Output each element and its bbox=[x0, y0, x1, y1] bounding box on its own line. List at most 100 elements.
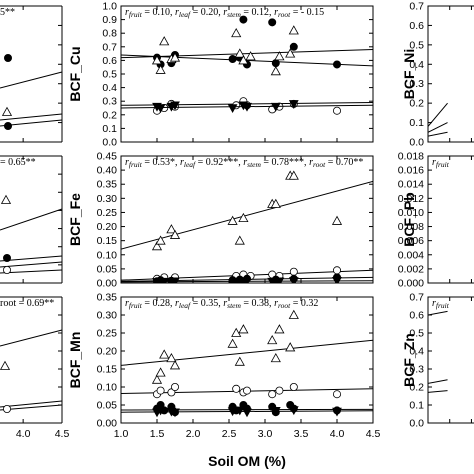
y-tick-label: 0.0 bbox=[409, 137, 424, 149]
annotation-text: = 0.69** bbox=[16, 298, 54, 309]
correlation-annotation: rfruit bbox=[432, 157, 450, 169]
annotation-text: r bbox=[125, 7, 129, 18]
x-tick-label: 1.0 bbox=[114, 428, 129, 440]
y-tick-label: 0.012 bbox=[398, 193, 424, 205]
y-tick-label: 0.9 bbox=[102, 14, 117, 26]
data-point bbox=[1, 106, 13, 116]
y-tick-label: 0.3 bbox=[409, 364, 424, 376]
x-axis-label: Soil OM (%) bbox=[208, 453, 286, 469]
plot-area bbox=[121, 15, 373, 115]
y-tick-label: 0.25 bbox=[97, 328, 118, 340]
correlation-annotation: rfruit bbox=[432, 298, 450, 310]
annotation-subscript: stem bbox=[227, 301, 241, 310]
data-point bbox=[234, 235, 245, 245]
data-point bbox=[234, 406, 245, 416]
data-point bbox=[231, 27, 242, 38]
y-tick-label: 0.2 bbox=[409, 98, 424, 110]
annotation-text: 5** bbox=[0, 7, 15, 18]
data-point bbox=[285, 342, 296, 352]
data-point bbox=[231, 277, 242, 283]
fit-line bbox=[121, 180, 373, 250]
x-tick-label: 3.5 bbox=[294, 428, 309, 440]
data-point bbox=[270, 406, 281, 416]
data-point bbox=[170, 382, 179, 391]
data-point bbox=[155, 367, 166, 377]
plot-area bbox=[121, 170, 373, 283]
data-point bbox=[288, 100, 299, 109]
y-axis-label: BCF_Pb bbox=[401, 192, 417, 246]
annotation-subscript: fruit bbox=[129, 160, 143, 169]
y-tick-label: 0.40 bbox=[97, 165, 118, 177]
annotation-subscript: root bbox=[313, 160, 326, 169]
data-point bbox=[288, 170, 299, 180]
annotation-subscript: leaf bbox=[184, 160, 196, 169]
data-point bbox=[234, 356, 245, 366]
annotation-text: = 0.12, bbox=[241, 7, 274, 18]
annotation-subscript: fruit bbox=[436, 301, 450, 310]
y-tick-label: 0.5 bbox=[409, 39, 424, 51]
annotation-text: r bbox=[432, 157, 436, 168]
panel-bcf-fe: 0.00 0.05 0.10 0.15 0.20 0.25 0.30 0.35 0.40 0.45… bbox=[67, 151, 374, 290]
x-tick-label: 4.5 bbox=[55, 428, 70, 440]
correlation-annotation-partial: root = 0.69** bbox=[0, 298, 54, 309]
data-point bbox=[239, 15, 248, 24]
data-point bbox=[270, 102, 281, 112]
data-point bbox=[152, 278, 162, 283]
fit-line bbox=[428, 131, 448, 137]
y-tick-label: 0.05 bbox=[97, 263, 118, 275]
y-tick-label: 0.45 bbox=[97, 151, 118, 163]
y-tick-label: 0.1 bbox=[409, 400, 424, 412]
y-tick-label: 0.2 bbox=[102, 109, 117, 121]
y-axis-label: BCF_Mn bbox=[67, 332, 83, 389]
data-point bbox=[155, 64, 166, 74]
fit-line bbox=[0, 400, 63, 408]
data-point bbox=[268, 390, 277, 399]
annotation-text: r bbox=[175, 298, 179, 309]
x-tick-label: 4.0 bbox=[16, 428, 31, 440]
y-tick-label: 0.4 bbox=[102, 82, 117, 94]
data-point bbox=[238, 212, 249, 223]
annotation-subscript: fruit bbox=[129, 10, 143, 19]
data-point bbox=[238, 324, 249, 334]
y-tick-label: 0.7 bbox=[409, 292, 424, 304]
fit-line bbox=[428, 310, 448, 316]
annotation-text: r bbox=[223, 7, 227, 18]
annotation-text: root bbox=[0, 298, 16, 309]
annotation-subscript: leaf bbox=[179, 10, 191, 19]
y-tick-label: 0.00 bbox=[97, 278, 118, 290]
data-point bbox=[289, 267, 298, 276]
x-tick-label: 3.0 bbox=[258, 428, 273, 440]
fit-line bbox=[0, 269, 63, 274]
annotation-text: r bbox=[223, 298, 227, 309]
data-point bbox=[270, 198, 281, 208]
y-tick-label: 0.004 bbox=[398, 249, 424, 261]
y-tick-label: 0.7 bbox=[102, 41, 117, 53]
y-tick-label: 0.10 bbox=[97, 249, 118, 261]
data-point bbox=[155, 104, 166, 114]
annotation-subscript: fruit bbox=[436, 160, 450, 169]
data-point bbox=[288, 309, 299, 319]
y-tick-label: 0.20 bbox=[97, 221, 118, 233]
data-point bbox=[151, 374, 163, 384]
annotation-text: = 0.92***, bbox=[195, 157, 243, 168]
y-tick-label: 0.7 bbox=[409, 1, 424, 13]
annotation-subscript: stem bbox=[227, 10, 241, 19]
annotation-subscript: fruit bbox=[129, 301, 143, 310]
data-point bbox=[155, 406, 166, 416]
data-point bbox=[151, 241, 163, 251]
y-tick-label: 0.016 bbox=[398, 165, 424, 177]
y-tick-label: 0.05 bbox=[97, 400, 118, 412]
data-point bbox=[270, 66, 281, 76]
fit-line bbox=[0, 113, 63, 121]
panel-bcf-zn: 0.0 0.1 0.2 0.3 0.4 0.5 0.6 0.7 BCF_Zn rfruit bbox=[401, 292, 474, 430]
y-axis-label: BCF_Zn bbox=[401, 333, 417, 387]
data-point bbox=[332, 106, 341, 115]
y-axis-label: BCF_Cu bbox=[67, 46, 83, 101]
data-point bbox=[3, 253, 11, 262]
data-point bbox=[159, 36, 170, 46]
y-tick-label: 0.2 bbox=[409, 382, 424, 394]
y-tick-label: 0.5 bbox=[409, 328, 424, 340]
y-tick-label: 0.008 bbox=[398, 221, 424, 233]
data-point bbox=[274, 277, 285, 283]
data-point bbox=[267, 334, 278, 345]
